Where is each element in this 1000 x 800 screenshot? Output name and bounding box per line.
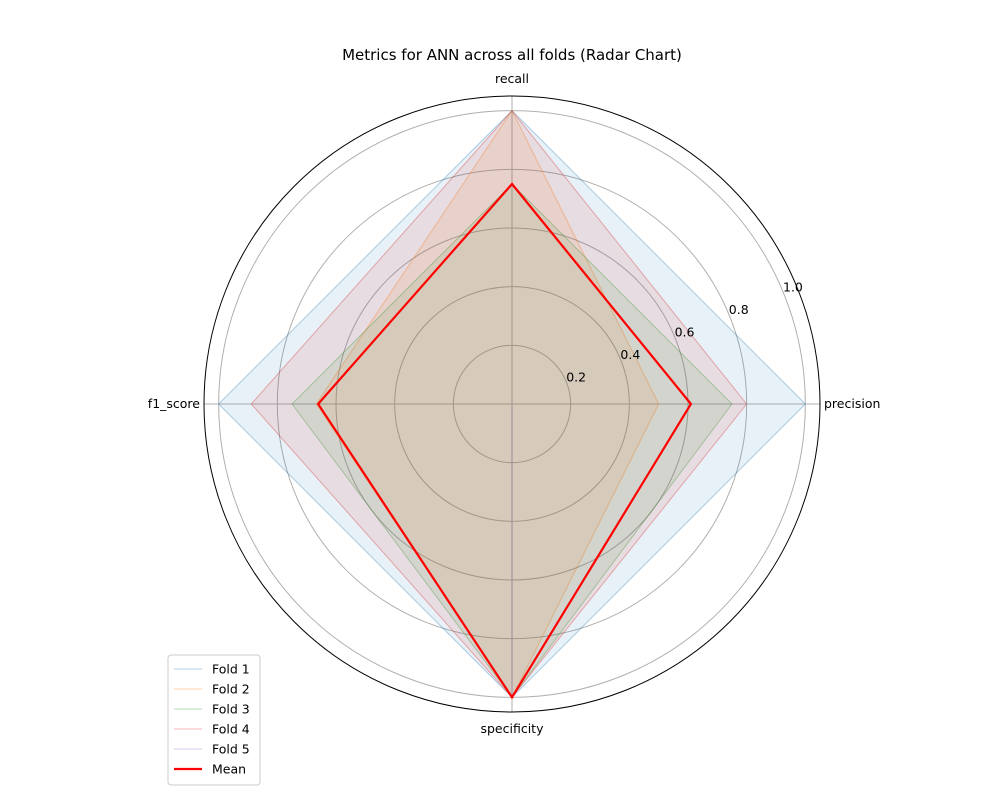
series-layer — [217, 109, 807, 700]
series-fill — [218, 110, 806, 698]
radial-tick-label: 0.6 — [675, 325, 695, 340]
chart-title: Metrics for ANN across all folds (Radar … — [342, 46, 682, 64]
series-line — [291, 183, 733, 699]
legend: Fold 1 Fold 2 Fold 3 Fold 4 Fold 5 Mean — [167, 654, 261, 786]
radial-tick-label: 0.4 — [620, 347, 640, 362]
radial-tick-label: 1.0 — [783, 280, 803, 295]
series-fill — [292, 184, 732, 698]
legend-entry: Fold 5 — [212, 742, 250, 757]
legend-entry: Fold 3 — [212, 702, 250, 717]
series-line — [217, 109, 807, 699]
radial-tick-label: 0.2 — [566, 370, 586, 385]
legend-entry: Mean — [212, 762, 246, 777]
axis-label: specificity — [480, 721, 544, 736]
legend-box — [167, 654, 261, 786]
legend-entry: Fold 1 — [212, 662, 250, 677]
axis-label: recall — [495, 71, 529, 86]
axis-label: precision — [824, 396, 880, 411]
axis-label: f1_score — [148, 396, 201, 411]
series-fill — [316, 110, 659, 698]
axis-labels: 0.2 0.4 0.6 0.8 1.0 precision recall f1_scoresp… — [148, 71, 881, 736]
radial-tick-label: 0.8 — [729, 302, 749, 317]
series-fill — [251, 110, 747, 698]
legend-entry: Fold 2 — [212, 682, 250, 697]
polar-frame — [203, 95, 821, 713]
series-line-mean — [316, 182, 693, 700]
series-line — [315, 109, 660, 699]
legend-entry: Fold 4 — [212, 722, 250, 737]
series-line — [250, 109, 748, 699]
